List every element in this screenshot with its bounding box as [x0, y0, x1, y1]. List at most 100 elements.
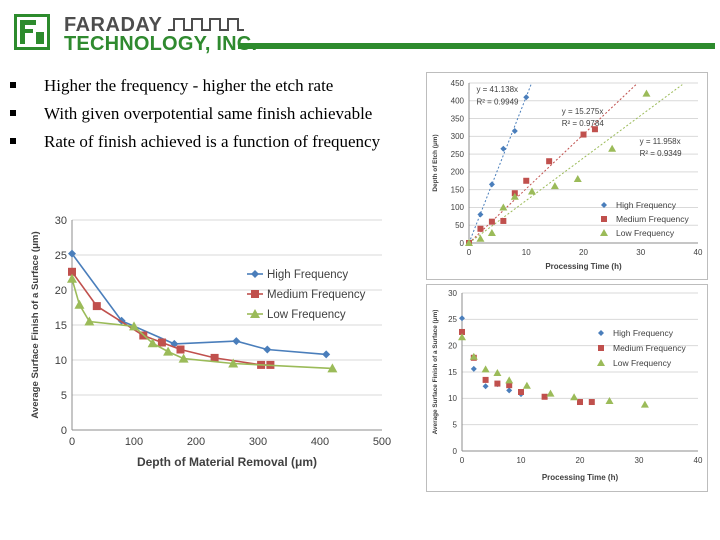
- legend-marker: [600, 229, 608, 236]
- x-tick-label: 300: [249, 436, 267, 448]
- y-tick-label: 350: [451, 114, 465, 123]
- company-logo: FARADAY TECHNOLOGY, INC.: [12, 12, 257, 55]
- series-line: [71, 271, 271, 366]
- y-tick-label: 20: [448, 341, 457, 350]
- data-point: [176, 345, 185, 354]
- y-tick-label: 0: [453, 447, 458, 456]
- data-point: [591, 126, 598, 133]
- legend-label: High Frequency: [616, 200, 677, 210]
- header-divider: [238, 43, 715, 49]
- x-tick-label: 40: [694, 248, 703, 257]
- legend-label: Medium Frequency: [613, 343, 687, 353]
- data-point: [500, 145, 507, 152]
- data-point: [178, 353, 189, 363]
- trendline-equation: R² = 0.9349: [640, 149, 683, 158]
- data-point: [163, 346, 174, 356]
- data-point: [506, 387, 513, 394]
- bullet-item: With given overpotential same finish ach…: [10, 102, 390, 126]
- faraday-logo-mark-icon: [14, 14, 50, 50]
- data-point: [477, 211, 484, 218]
- trendline-equation: R² = 0.9784: [562, 119, 605, 128]
- data-point: [608, 144, 617, 152]
- data-point: [84, 316, 95, 326]
- y-tick-label: 5: [453, 420, 458, 429]
- trendline-equation: R² = 0.9949: [476, 97, 519, 106]
- bullet-list: Higher the frequency - higher the etch r…: [10, 74, 390, 158]
- y-tick-label: 20: [55, 285, 67, 297]
- data-point: [546, 389, 555, 397]
- x-tick-label: 20: [579, 248, 588, 257]
- legend-label: High Frequency: [267, 269, 348, 281]
- y-tick-label: 30: [55, 215, 67, 227]
- y-tick-label: 15: [448, 368, 457, 377]
- x-tick-label: 40: [694, 456, 703, 465]
- legend-marker: [251, 290, 259, 298]
- data-point: [327, 363, 338, 373]
- bullet-marker-icon: [10, 110, 16, 116]
- y-tick-label: 0: [460, 239, 465, 248]
- data-point: [605, 396, 614, 404]
- data-point: [523, 94, 530, 101]
- data-point: [511, 128, 518, 134]
- data-point: [476, 234, 485, 242]
- x-tick-label: 0: [69, 436, 75, 448]
- data-point: [588, 399, 595, 406]
- bullet-text: With given overpotential same finish ach…: [44, 104, 373, 123]
- y-tick-label: 100: [451, 203, 465, 212]
- x-axis-title: Depth of Material Removal (μm): [137, 455, 317, 469]
- data-point: [147, 338, 158, 348]
- x-axis-title: Processing Time (h): [545, 262, 622, 271]
- data-point: [488, 181, 495, 188]
- y-tick-label: 450: [451, 79, 465, 88]
- chart-svg: 0 50 100 150 200 250 300 350 400 450 0 10 20 30 40 Proc…: [432, 79, 703, 271]
- legend-marker: [250, 309, 260, 318]
- data-point: [477, 225, 484, 232]
- data-point: [228, 358, 239, 368]
- x-tick-label: 30: [635, 456, 644, 465]
- data-point: [546, 158, 553, 165]
- data-point: [465, 239, 473, 246]
- data-point: [488, 218, 495, 225]
- y-tick-label: 15: [55, 320, 67, 332]
- data-point: [129, 321, 139, 331]
- chart-depth-vs-time: 0 50 100 150 200 250 300 350 400 450 0 10 20 30 40 Proc…: [426, 72, 708, 280]
- y-tick-label: 250: [451, 150, 465, 159]
- data-point: [506, 382, 513, 389]
- trendline-equation: y = 41.138x: [476, 85, 518, 94]
- data-point: [459, 328, 465, 335]
- y-axis-title: Average Surface Finish of a Surface (μm): [30, 231, 41, 418]
- data-point: [458, 333, 466, 341]
- x-tick-label: 20: [576, 456, 585, 465]
- y-tick-label: 30: [448, 289, 457, 298]
- legend-label: Medium Frequency: [267, 289, 366, 301]
- data-point: [482, 383, 489, 390]
- bullet-marker-icon: [10, 138, 16, 144]
- trendline: [468, 84, 532, 244]
- x-tick-label: 400: [311, 436, 329, 448]
- legend-label: High Frequency: [613, 328, 674, 338]
- data-point: [642, 89, 651, 97]
- bullet-marker-icon: [10, 82, 16, 88]
- logo-wordmark-technology: TECHNOLOGY, INC.: [64, 33, 258, 55]
- y-tick-label: 400: [451, 97, 465, 106]
- data-point: [518, 389, 524, 396]
- y-tick-label: 25: [55, 250, 67, 262]
- x-tick-label: 10: [517, 456, 526, 465]
- x-axis-title: Processing Time (h): [542, 473, 619, 482]
- legend-label: Low Frequency: [613, 358, 672, 368]
- data-point: [494, 380, 501, 387]
- data-point: [210, 353, 219, 362]
- data-point: [522, 381, 531, 389]
- series-line: [71, 253, 327, 356]
- data-point: [74, 299, 85, 309]
- x-tick-label: 0: [467, 248, 472, 257]
- logo-wordmark-faraday: FARADAY: [64, 14, 163, 36]
- legend-marker: [601, 202, 607, 208]
- y-tick-label: 10: [448, 394, 457, 403]
- data-point: [510, 192, 519, 200]
- data-point: [68, 249, 76, 258]
- data-point: [541, 393, 548, 400]
- data-point: [263, 345, 272, 354]
- data-point: [470, 365, 477, 372]
- data-point: [469, 352, 478, 360]
